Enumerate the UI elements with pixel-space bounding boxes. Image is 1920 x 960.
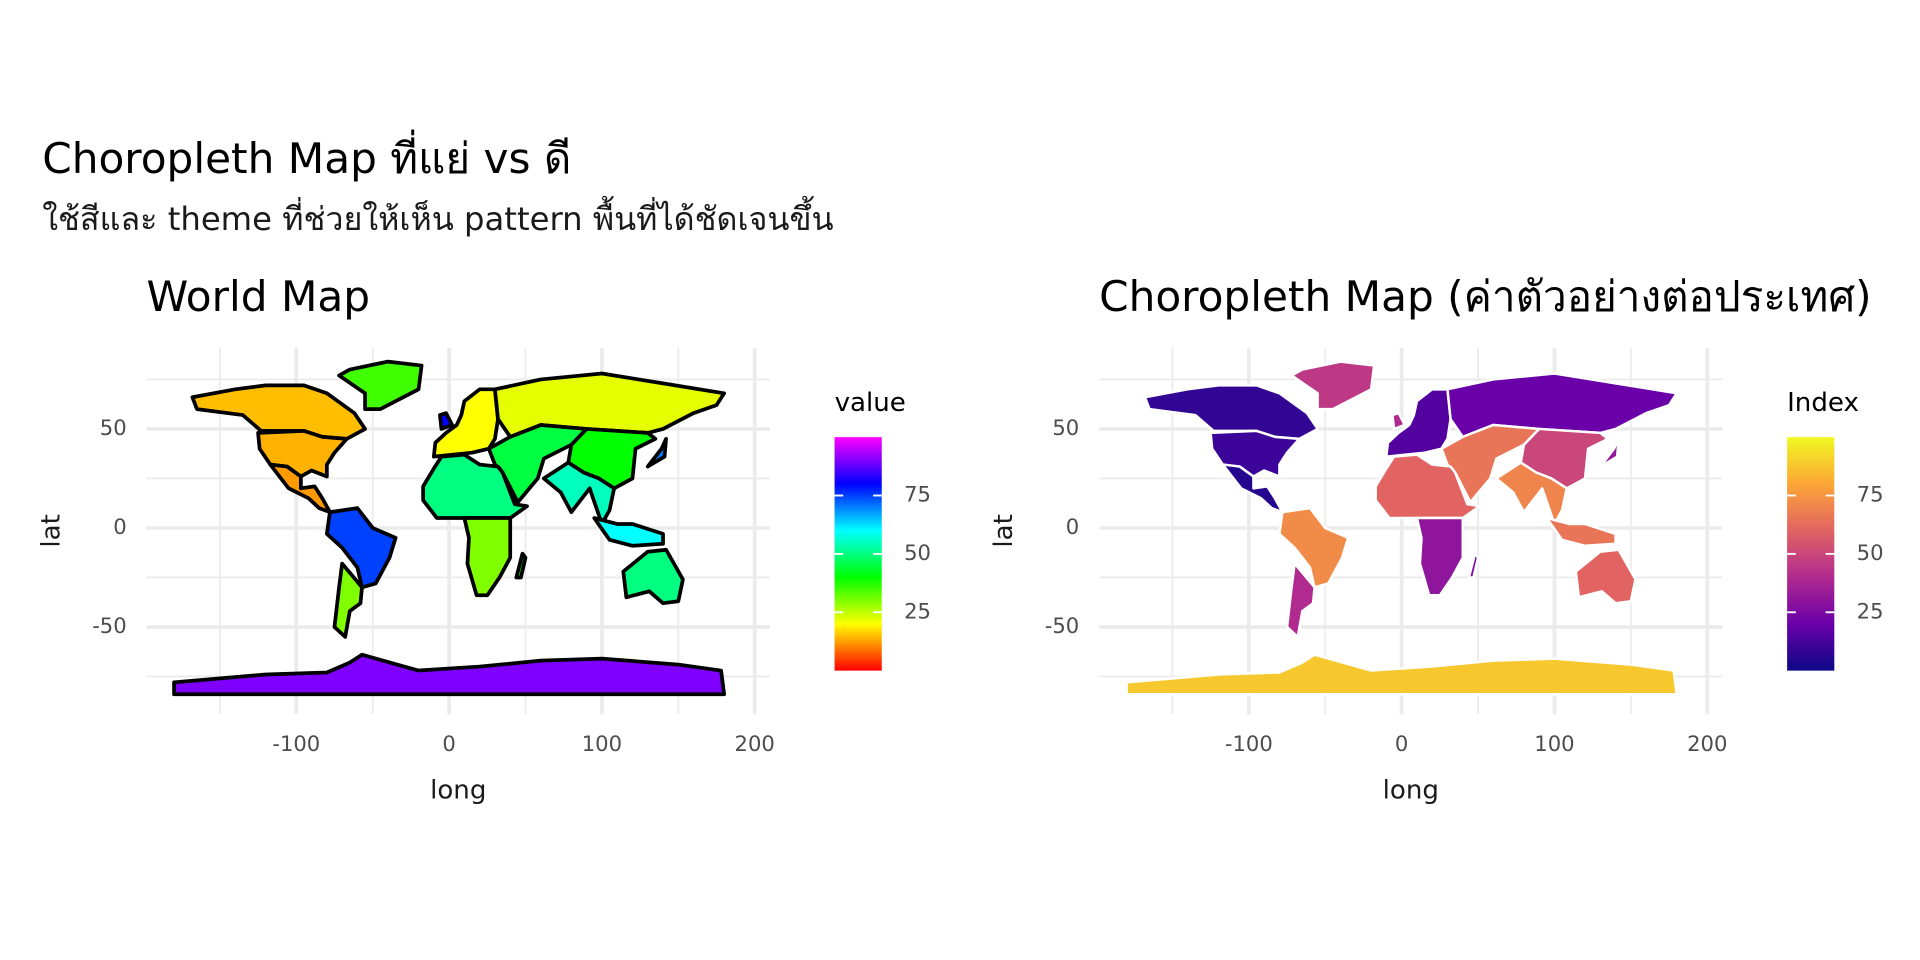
y-tick-label: 0 <box>1066 514 1079 539</box>
country <box>438 411 455 431</box>
country <box>1415 516 1465 597</box>
country <box>462 516 513 598</box>
country <box>190 383 367 441</box>
country <box>1495 461 1568 526</box>
legend-title: value <box>835 388 906 418</box>
colorbar-tick-label: 25 <box>904 598 931 623</box>
country <box>1467 552 1480 579</box>
x-axis-label: long <box>430 776 486 806</box>
country <box>1285 562 1316 639</box>
country <box>1143 384 1319 441</box>
country <box>256 429 349 479</box>
y-tick-label: 0 <box>113 514 126 539</box>
country <box>645 436 668 469</box>
country <box>1545 516 1617 548</box>
colorbar-tick-label: 25 <box>1857 598 1884 623</box>
panel-title: Choropleth Map (ค่าตัวอย่างต่อประเทศ) <box>1099 272 1872 321</box>
map <box>172 359 727 697</box>
country <box>1290 360 1376 411</box>
x-tick-label: -100 <box>272 731 320 756</box>
x-tick-label: 100 <box>1534 731 1574 756</box>
colorbar-tick-label: 50 <box>904 540 931 565</box>
x-tick-label: 0 <box>1395 731 1408 756</box>
country <box>332 561 364 639</box>
x-tick-label: 0 <box>442 731 455 756</box>
country <box>1125 653 1678 696</box>
country <box>1209 429 1301 478</box>
panel-title: World Map <box>147 272 371 321</box>
country <box>621 547 685 606</box>
x-tick-label: 100 <box>582 731 622 756</box>
country <box>324 506 398 590</box>
x-axis-label: long <box>1383 776 1439 806</box>
country <box>1599 437 1620 468</box>
country <box>514 551 528 580</box>
y-axis-label: lat <box>37 514 67 547</box>
legend-title: Index <box>1787 388 1859 418</box>
country <box>1221 463 1284 514</box>
country <box>1391 411 1406 431</box>
country <box>1374 453 1481 520</box>
country <box>1278 506 1350 589</box>
y-tick-label: -50 <box>1045 613 1079 638</box>
country <box>1574 548 1637 605</box>
country <box>172 652 727 697</box>
map <box>1125 360 1678 696</box>
figure-subtitle: ใช้สีและ theme ที่ช่วยให้เห็น pattern พื… <box>42 195 833 238</box>
colorbar-tick-label: 75 <box>1857 482 1884 507</box>
colorbar-tick-label: 50 <box>1857 540 1884 565</box>
y-tick-label: 50 <box>1052 415 1079 440</box>
y-axis-label: lat <box>989 514 1019 547</box>
y-tick-label: -50 <box>92 613 126 638</box>
x-tick-label: -100 <box>1225 731 1273 756</box>
x-tick-label: 200 <box>1687 731 1727 756</box>
country <box>541 460 616 526</box>
colorbar-tick-label: 75 <box>904 482 931 507</box>
y-tick-label: 50 <box>100 415 127 440</box>
country <box>268 462 332 514</box>
country <box>421 452 529 520</box>
figure-title: Choropleth Map ที่แย่ vs ดี <box>42 129 571 183</box>
country <box>592 516 665 548</box>
country <box>337 359 424 411</box>
x-tick-label: 200 <box>735 731 775 756</box>
